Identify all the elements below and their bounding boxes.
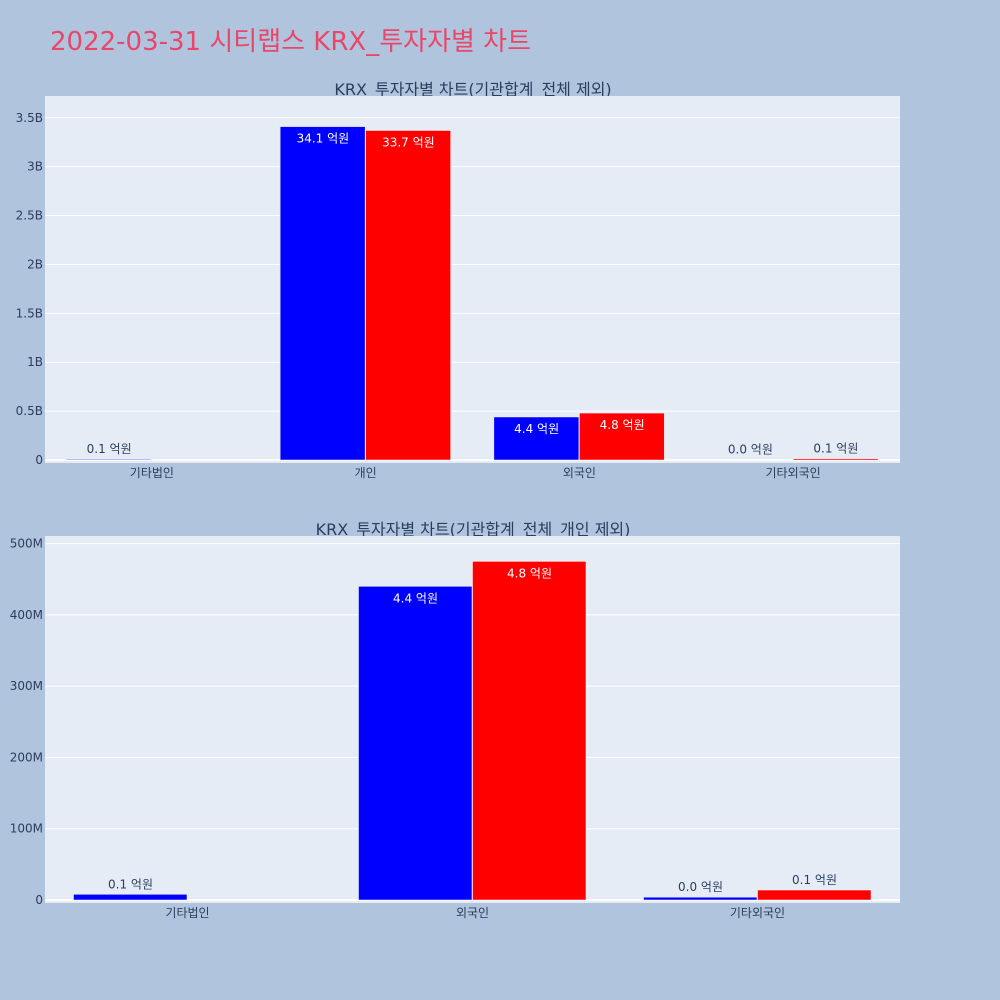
bar-blue[interactable] [493, 416, 580, 461]
y-tick-label: 0 [35, 453, 43, 467]
y-tick-label: 0 [35, 893, 43, 907]
data-label: 34.1 억원 [297, 132, 350, 146]
data-label: 0.1 억원 [792, 873, 837, 887]
x-tick-label: 기타외국인 [730, 906, 785, 920]
y-tick-label: 3B [27, 160, 43, 174]
bar-blue[interactable] [358, 586, 473, 901]
y-tick-label: 500M [10, 537, 43, 551]
x-tick-label: 개인 [355, 466, 377, 480]
chart-investor-excluding-individual: KRX_투자자별 차트(기관합계_전체_개인 제외) 0 100M 200M 300M… [10, 520, 900, 920]
bar-series [66, 126, 879, 461]
y-tick-label: 2B [27, 257, 43, 271]
data-label: 4.4 억원 [393, 591, 438, 605]
bar-blue[interactable] [643, 896, 758, 901]
axis-ticks: 0 0.5B 1B 1.5B 2B 2.5B 3B 3.5B 기타법인 개인 외국인 기타외국인 [16, 111, 821, 480]
y-tick-label: 400M [10, 608, 43, 622]
x-tick-label: 기타외국인 [766, 466, 821, 480]
bar-red[interactable] [579, 412, 665, 461]
x-tick-label: 기타법인 [165, 906, 209, 920]
data-label: 4.8 억원 [507, 566, 552, 580]
bar-series [73, 561, 872, 901]
bar-red[interactable] [365, 130, 451, 461]
data-label: 0.0 억원 [728, 443, 773, 457]
y-tick-label: 0.5B [16, 404, 43, 418]
chart-title: KRX_투자자별 차트(기관합계_전체_개인 제외) [316, 520, 631, 540]
bar-red[interactable] [792, 458, 879, 461]
data-label: 0.1 억원 [87, 442, 132, 456]
data-label: 4.4 억원 [514, 422, 559, 436]
data-labels: 0.1 억원 4.4 억원 4.8 억원 0.0 억원 0.1 억원 [108, 566, 837, 894]
y-tick-label: 1B [27, 355, 43, 369]
y-tick-label: 3.5B [16, 111, 43, 125]
data-label: 4.8 억원 [600, 418, 645, 432]
y-tick-label: 1.5B [16, 306, 43, 320]
y-tick-label: 2.5B [16, 209, 43, 223]
bar-blue[interactable] [279, 126, 366, 461]
page-title: 2022-03-31 시티랩스 KRX_투자자별 차트 [50, 27, 531, 57]
y-tick-label: 300M [10, 679, 43, 693]
axis-ticks: 0 100M 200M 300M 400M 500M 기타법인 외국인 기타외국인 [10, 537, 785, 920]
plot-area [45, 96, 900, 463]
x-tick-label: 외국인 [456, 906, 489, 920]
bar-blue[interactable] [73, 894, 188, 901]
data-label: 0.0 억원 [678, 880, 723, 894]
y-tick-label: 200M [10, 750, 43, 764]
x-tick-label: 외국인 [563, 466, 596, 480]
chart-title: KRX_투자자별 차트(기관합계_전체 제외) [334, 80, 611, 100]
bar-red[interactable] [472, 561, 587, 901]
y-tick-label: 100M [10, 822, 43, 836]
chart-investor-all: KRX_투자자별 차트(기관합계_전체 제외) 0 0.5B 1B 1.5B 2B 2.5… [16, 80, 900, 480]
data-label: 0.1 억원 [813, 442, 858, 456]
data-labels: 0.1 억원 34.1 억원 33.7 억원 4.4 억원 4.8 억원 0.0 억원 0.… [87, 132, 859, 457]
bar-blue[interactable] [66, 458, 152, 461]
data-label: 33.7 억원 [382, 135, 435, 149]
data-label: 0.1 억원 [108, 877, 153, 891]
x-tick-label: 기타법인 [130, 466, 174, 480]
bar-red[interactable] [757, 889, 872, 901]
